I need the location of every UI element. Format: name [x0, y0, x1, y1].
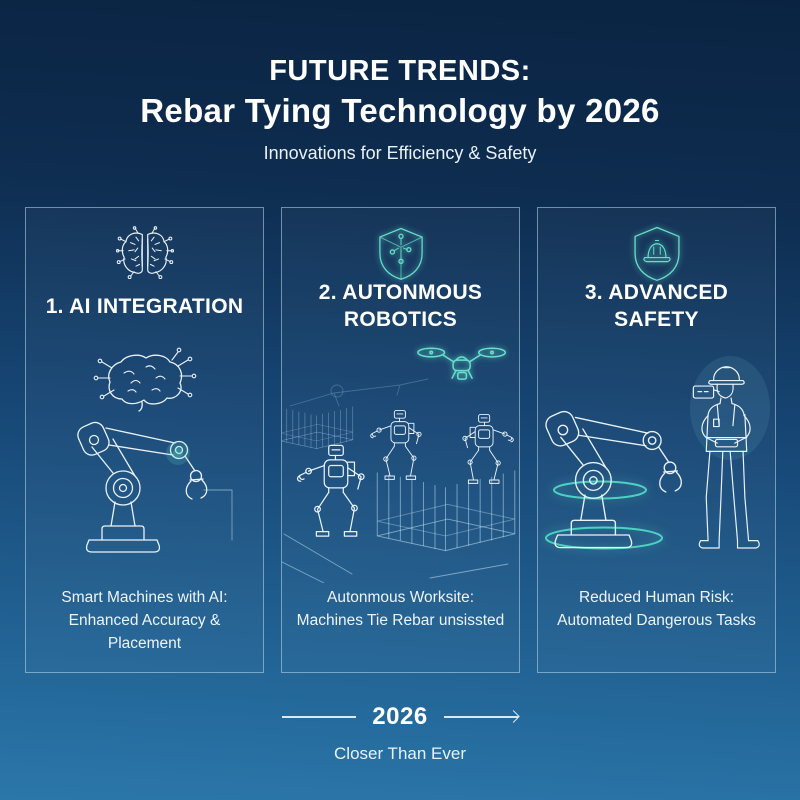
rebar-cage-lineart	[282, 406, 354, 449]
caption-line: Smart Machines with AI:	[61, 589, 228, 606]
timeline-arrow: 2026	[282, 703, 518, 731]
safety-illustration	[542, 356, 770, 550]
ai-illustration	[74, 347, 233, 553]
robot-arm-lineart	[74, 418, 208, 553]
caption-line: Machines Tie Rebar unsissted	[296, 612, 505, 629]
caption-line: Autonmous Worksite:	[326, 589, 475, 606]
card1-title-line: 1. AI INTEGRATION	[45, 294, 244, 318]
robot-lineart	[462, 414, 514, 484]
card3-title-line: SAFETY	[614, 308, 699, 331]
caption-line: Enhanced Accuracy & Placement	[68, 612, 221, 652]
card3-title-line: 3. ADVANCED	[584, 281, 729, 304]
card3-icon-wrap	[538, 222, 775, 284]
card2-title-line: 2. AUTONMOUS	[318, 281, 483, 304]
timeline-line-left	[282, 716, 357, 718]
title-line1: FUTURE TRENDS:	[269, 55, 531, 87]
card-ai-integration: 1. AI INTEGRATION Smart Machines w	[25, 207, 264, 673]
card2-icon-wrap	[282, 222, 519, 284]
card2-caption: Autonmous Worksite: Machines Tie Rebar u…	[287, 586, 514, 632]
title-line2: Rebar Tying Technology by 2026	[140, 92, 660, 129]
timeline-tagline: Closer Than Ever	[334, 744, 466, 763]
timeline-arrow-right-icon	[443, 716, 518, 718]
card2-title: 2. AUTONMOUS ROBOTICS	[282, 278, 519, 334]
caption-line: Reduced Human Risk:	[578, 589, 735, 606]
robot-lineart	[370, 410, 422, 480]
caption-line: Automated Dangerous Tasks	[557, 612, 756, 629]
worksite-illustration	[282, 347, 516, 583]
card-autonomous-robotics: 2. AUTONMOUS ROBOTICS	[281, 207, 520, 673]
timeline-year: 2026	[372, 703, 428, 730]
card3-title: 3. ADVANCED SAFETY	[538, 278, 775, 334]
card-advanced-safety: 3. ADVANCED SAFETY Reduced Human Risk: A…	[537, 207, 776, 673]
drone-lineart	[417, 347, 507, 380]
card1-caption: Smart Machines with AI: Enhanced Accurac…	[31, 586, 258, 655]
card1-title: 1. AI INTEGRATION	[26, 278, 263, 334]
safety-shield-icon	[633, 226, 680, 281]
card3-caption: Reduced Human Risk: Automated Dangerous …	[543, 586, 770, 632]
rebar-cage-lineart	[376, 470, 516, 552]
header: FUTURE TRENDS: Rebar Tying Technology by…	[0, 54, 800, 165]
circuit-shield-icon	[378, 227, 423, 280]
card2-title-line: ROBOTICS	[343, 308, 458, 331]
robot-lineart	[296, 444, 365, 537]
circuit-brain-icon	[115, 225, 174, 279]
footer-timeline: 2026 Closer Than Ever	[0, 703, 800, 764]
subtitle: Innovations for Efficiency & Safety	[263, 143, 537, 163]
card1-icon-wrap	[26, 222, 263, 284]
